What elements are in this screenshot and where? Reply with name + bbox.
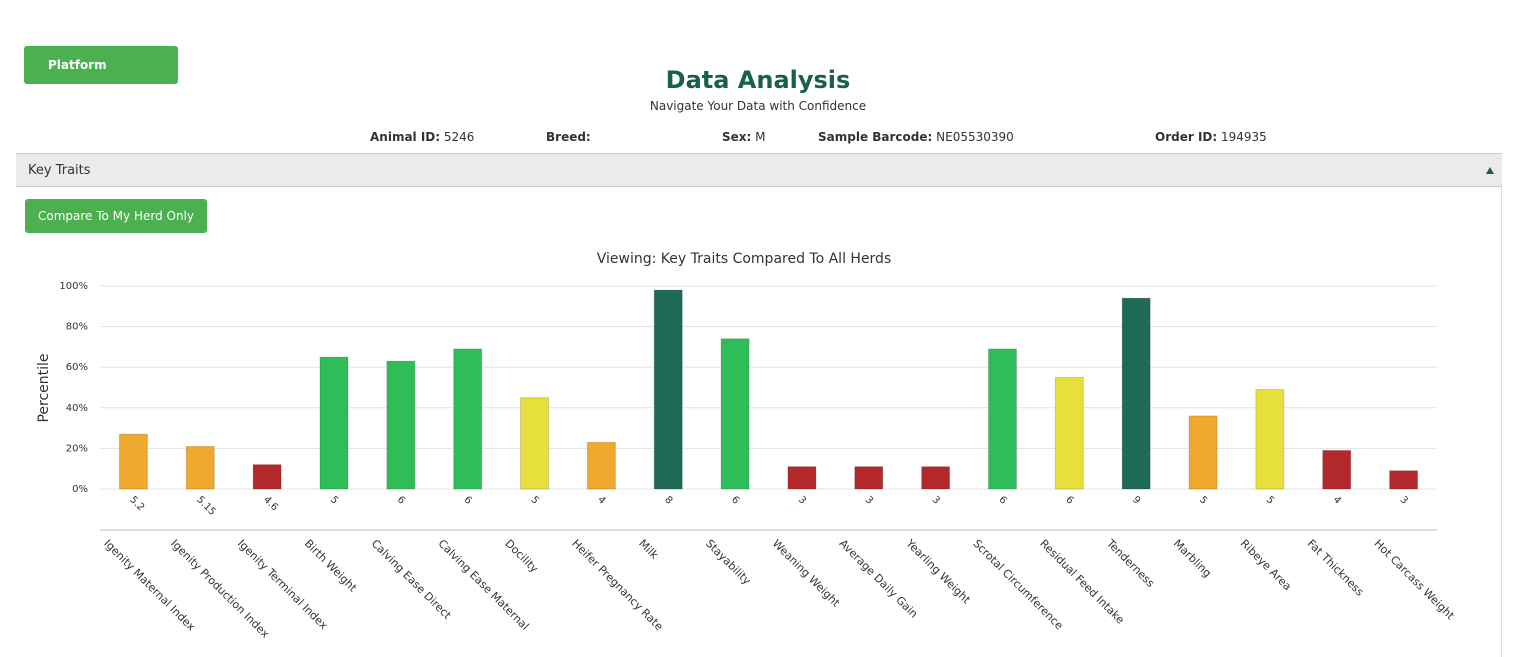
bar xyxy=(653,289,683,490)
bar xyxy=(720,338,750,490)
y-tick-label: 60% xyxy=(66,362,88,373)
x-tick-label: Tenderness xyxy=(1103,536,1157,590)
score-label: 3 xyxy=(1397,494,1409,506)
score-label: 4 xyxy=(1331,494,1343,506)
y-tick-label: 80% xyxy=(66,322,88,333)
score-label: 6 xyxy=(729,494,741,506)
bar xyxy=(921,466,951,490)
info-field: Animal ID: 5246 xyxy=(370,130,474,144)
score-label: 6 xyxy=(996,494,1008,506)
info-label: Sex: xyxy=(722,130,752,144)
bar xyxy=(1121,297,1151,490)
score-label: 4.6 xyxy=(261,494,280,513)
x-tick-label: Ribeye Area xyxy=(1238,537,1294,593)
x-tick-label: Fat Thickness xyxy=(1305,537,1367,599)
score-label: 5 xyxy=(528,494,540,506)
y-tick-label: 20% xyxy=(66,443,88,454)
x-tick-label: Weaning Weight xyxy=(770,537,843,610)
y-tick-label: 100% xyxy=(59,281,88,292)
bar xyxy=(118,433,148,490)
info-label: Breed: xyxy=(546,130,591,144)
bar xyxy=(1389,470,1419,490)
x-tick-label: Hot Carcass Weight xyxy=(1371,537,1457,623)
bar xyxy=(185,445,215,490)
x-tick-label: Stayability xyxy=(703,537,754,588)
score-label: 6 xyxy=(1063,494,1075,506)
bar xyxy=(854,466,884,490)
bar xyxy=(987,348,1017,490)
score-label: 5 xyxy=(1197,494,1209,506)
bar xyxy=(319,356,349,490)
info-field: Breed: xyxy=(546,130,591,144)
x-tick-label: Marbling xyxy=(1171,537,1214,580)
x-tick-label: Birth Weight xyxy=(302,537,360,595)
section-title: Key Traits xyxy=(28,163,91,178)
score-label: 5.15 xyxy=(194,494,218,518)
info-field: Sex: M xyxy=(722,130,766,144)
score-label: 3 xyxy=(863,494,875,506)
info-label: Animal ID: xyxy=(370,130,441,144)
bar xyxy=(787,466,817,490)
collapse-icon xyxy=(1486,167,1494,174)
score-label: 3 xyxy=(930,494,942,506)
platform-button[interactable]: Platform xyxy=(24,46,178,84)
score-label: 6 xyxy=(395,494,407,506)
info-field: Order ID: 194935 xyxy=(1155,130,1267,144)
page-title: Data Analysis xyxy=(665,66,851,94)
info-value: NE05530390 xyxy=(936,130,1014,144)
info-value: 194935 xyxy=(1221,130,1267,144)
score-label: 4 xyxy=(595,494,607,506)
x-tick-label: Yearling Weight xyxy=(903,536,974,607)
bar xyxy=(586,441,616,490)
compare-button[interactable]: Compare To My Herd Only xyxy=(25,199,207,233)
score-label: 5 xyxy=(328,494,340,506)
info-field: Sample Barcode: NE05530390 xyxy=(818,130,1014,144)
score-label: 5.2 xyxy=(127,494,146,513)
bar xyxy=(1188,415,1218,490)
score-label: 3 xyxy=(796,494,808,506)
bar xyxy=(1322,449,1352,490)
info-row: Animal ID: 5246 Breed: Sex: M Sample Barcod… xyxy=(0,130,1516,148)
score-label: 9 xyxy=(1130,494,1142,506)
y-tick-label: 0% xyxy=(72,484,88,495)
section-header[interactable]: Key Traits xyxy=(16,153,1502,187)
info-value: 5246 xyxy=(443,130,475,144)
bar xyxy=(252,464,282,490)
panel-border xyxy=(1501,187,1502,657)
info-value: M xyxy=(755,130,766,144)
y-axis-label: Percentile xyxy=(36,353,52,422)
bar xyxy=(1054,376,1084,490)
x-tick-label: Docility xyxy=(502,537,541,576)
x-tick-label: Milk xyxy=(636,537,661,562)
score-label: 6 xyxy=(462,494,474,506)
chart-title: Viewing: Key Traits Compared To All Herd… xyxy=(597,251,892,267)
bar xyxy=(453,348,483,490)
bar xyxy=(386,360,416,490)
info-label: Sample Barcode: xyxy=(818,130,933,144)
score-label: 8 xyxy=(662,494,674,506)
score-label: 5 xyxy=(1264,494,1276,506)
bar xyxy=(1255,389,1285,490)
bar xyxy=(520,397,550,490)
page-subtitle: Navigate Your Data with Confidence xyxy=(649,99,867,113)
y-tick-label: 40% xyxy=(66,403,88,414)
info-label: Order ID: xyxy=(1155,130,1218,144)
